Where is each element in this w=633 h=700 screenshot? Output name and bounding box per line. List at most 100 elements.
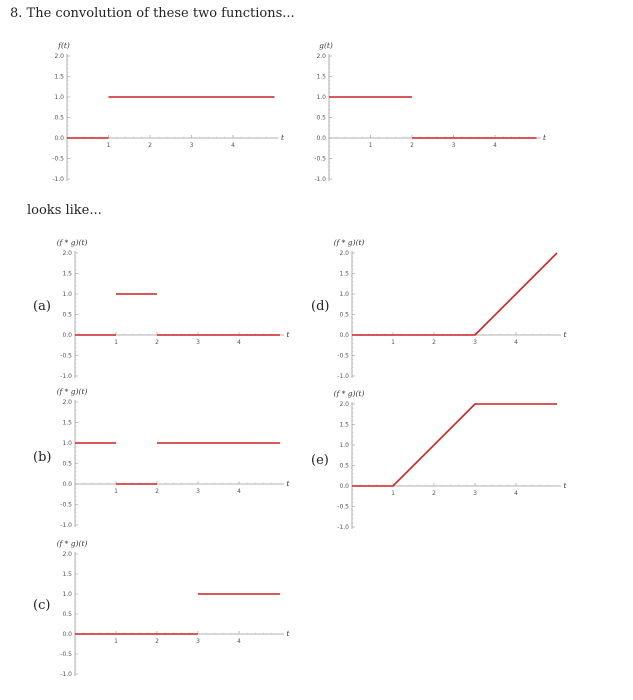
x-tick-label: 1 [114, 638, 118, 645]
x-axis-label: t [281, 133, 285, 142]
y-tick-label: -1.0 [337, 524, 349, 531]
y-tick-label: 2.0 [62, 250, 72, 257]
x-tick-label: 2 [410, 142, 414, 149]
data-segment [352, 403, 557, 487]
x-axis-label: t [286, 629, 290, 638]
x-tick-label: 1 [114, 488, 118, 495]
y-tick-label: -1.0 [60, 522, 72, 529]
option-a-label: (a) [33, 299, 51, 314]
x-tick-label: 3 [190, 142, 194, 149]
x-tick-label: 4 [514, 339, 518, 346]
y-tick-label: 1.5 [54, 74, 64, 81]
y-tick-label: 0.5 [339, 312, 349, 319]
chart-f: -1.0 -0.5 0.0 0.5 1.0 1.5 2.0 1 2 3 4 f(t) t [52, 41, 285, 183]
y-axis-label: (f * g)(t) [334, 389, 365, 398]
y-tick-label: -1.0 [314, 176, 326, 183]
x-tick-label: 1 [114, 339, 118, 346]
x-axis-label: t [286, 330, 290, 339]
option-b-label: (b) [33, 450, 52, 465]
y-tick-label: 1.5 [62, 271, 72, 278]
x-axis-label: t [563, 481, 567, 490]
y-tick-label: 0.0 [316, 135, 326, 142]
x-tick-label: 1 [369, 142, 373, 149]
x-tick-label: 4 [493, 142, 497, 149]
y-tick-label: -0.5 [60, 651, 72, 658]
chart-e: -1.0 -0.5 0.0 0.5 1.0 1.5 2.0 1 2 3 4 (f * g)(t) t [334, 389, 568, 531]
y-tick-label: 0.0 [54, 135, 64, 142]
y-tick-label: 0.5 [339, 463, 349, 470]
y-tick-label: 0.0 [339, 332, 349, 339]
y-tick-label: -1.0 [52, 176, 64, 183]
y-tick-label: 1.5 [62, 571, 72, 578]
x-axis-label: t [543, 133, 547, 142]
x-tick-label: 4 [514, 490, 518, 497]
chart-g: -1.0 -0.5 0.0 0.5 1.0 1.5 2.0 1 2 3 4 g(t) t [314, 41, 547, 183]
x-tick-label: 3 [473, 339, 477, 346]
data-segment [352, 252, 558, 336]
y-tick-label: 0.5 [62, 611, 72, 618]
y-axis-label: g(t) [319, 41, 333, 50]
y-tick-label: -1.0 [60, 373, 72, 380]
chart-d: -1.0 -0.5 0.0 0.5 1.0 1.5 2.0 1 2 3 4 (f * g)(t) t [334, 238, 568, 380]
y-tick-label: -0.5 [60, 502, 72, 509]
x-tick-label: 4 [237, 488, 241, 495]
x-axis-label: t [563, 330, 567, 339]
x-axis-label: t [286, 479, 290, 488]
x-tick-label: 2 [148, 142, 152, 149]
y-tick-label: 2.0 [316, 53, 326, 60]
x-tick-label: 2 [155, 638, 159, 645]
x-tick-label: 4 [237, 339, 241, 346]
x-tick-label: 3 [452, 142, 456, 149]
x-tick-label: 2 [155, 488, 159, 495]
y-tick-label: 1.0 [62, 440, 72, 447]
y-tick-label: 2.0 [339, 250, 349, 257]
looks-like-text: looks like... [27, 203, 102, 218]
y-axis-label: f(t) [57, 41, 70, 50]
y-tick-label: 0.5 [316, 115, 326, 122]
chart-a: -1.0 -0.5 0.0 0.5 1.0 1.5 2.0 1 2 3 4 (f * g)(t) t [57, 238, 291, 380]
chart-c: -1.0 -0.5 0.0 0.5 1.0 1.5 2.0 1 2 3 4 (f * g)(t) t [57, 539, 291, 678]
y-tick-label: -0.5 [314, 156, 326, 163]
x-tick-label: 1 [391, 339, 395, 346]
y-tick-label: 1.5 [339, 422, 349, 429]
question-heading: 8. The convolution of these two function… [10, 6, 295, 21]
y-tick-label: 1.0 [62, 591, 72, 598]
y-axis-label: (f * g)(t) [57, 387, 88, 396]
y-tick-label: 1.0 [62, 291, 72, 298]
y-axis-label: (f * g)(t) [57, 238, 88, 247]
y-tick-label: 1.5 [316, 74, 326, 81]
y-tick-label: -0.5 [52, 156, 64, 163]
y-axis-label: (f * g)(t) [57, 539, 88, 548]
question-number: 8. [10, 6, 23, 21]
y-tick-label: 2.0 [62, 551, 72, 558]
y-tick-label: 1.0 [316, 94, 326, 101]
x-tick-label: 2 [155, 339, 159, 346]
x-tick-label: 1 [391, 490, 395, 497]
y-tick-label: 0.5 [54, 115, 64, 122]
x-tick-label: 2 [432, 490, 436, 497]
y-tick-label: -0.5 [337, 504, 349, 511]
x-tick-label: 3 [196, 339, 200, 346]
y-tick-label: 0.0 [62, 631, 72, 638]
y-tick-label: 1.5 [339, 271, 349, 278]
y-tick-label: -0.5 [337, 353, 349, 360]
option-e-label: (e) [311, 453, 329, 468]
y-tick-label: 0.5 [62, 461, 72, 468]
x-tick-label: 3 [473, 490, 477, 497]
y-tick-label: 0.0 [339, 483, 349, 490]
y-tick-label: 1.5 [62, 420, 72, 427]
chart-b: -1.0 -0.5 0.0 0.5 1.0 1.5 2.0 1 2 3 4 (f * g)(t) t [57, 387, 291, 529]
y-tick-label: 0.0 [62, 481, 72, 488]
x-tick-label: 3 [196, 638, 200, 645]
y-tick-label: 0.0 [62, 332, 72, 339]
x-tick-label: 4 [231, 142, 235, 149]
x-tick-label: 1 [107, 142, 111, 149]
y-tick-label: -1.0 [337, 373, 349, 380]
y-tick-label: -1.0 [60, 671, 72, 678]
y-tick-label: 2.0 [339, 401, 349, 408]
y-tick-label: 1.0 [339, 442, 349, 449]
y-tick-label: 2.0 [54, 53, 64, 60]
y-tick-label: 0.5 [62, 312, 72, 319]
y-tick-label: 2.0 [62, 399, 72, 406]
